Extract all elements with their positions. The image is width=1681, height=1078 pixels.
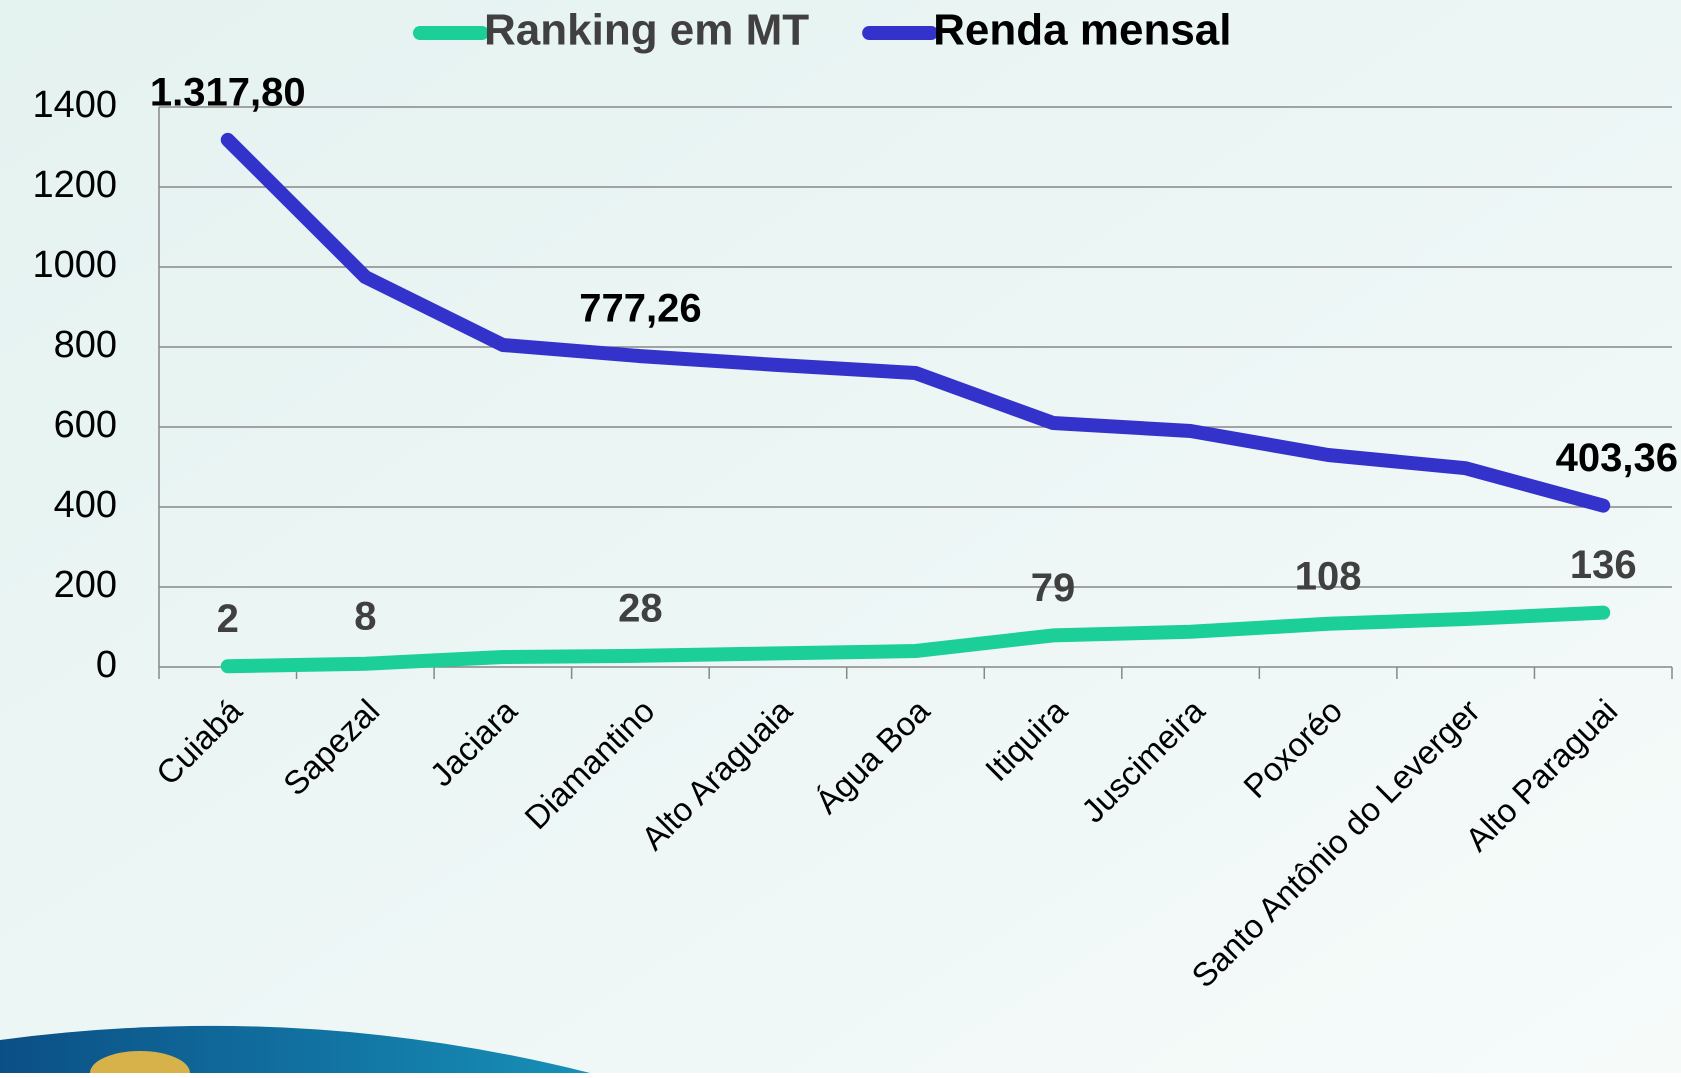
data-label: 403,36	[1556, 436, 1678, 480]
data-label: 1.317,80	[150, 70, 306, 114]
data-label: 8	[354, 594, 376, 638]
series-line	[220, 605, 1611, 674]
data-label: 777,26	[579, 287, 701, 331]
decoration	[90, 1051, 190, 1078]
y-tick-label: 200	[54, 564, 117, 606]
y-tick-label: 0	[96, 644, 117, 686]
y-tick-label: 600	[54, 404, 117, 446]
data-label: 108	[1295, 554, 1362, 598]
data-label: 136	[1570, 543, 1637, 587]
data-label: 2	[217, 597, 239, 641]
data-label: 28	[618, 586, 663, 630]
y-tick-label: 400	[54, 484, 117, 526]
legend-label: Renda mensal	[933, 6, 1231, 55]
y-tick-label: 1000	[32, 244, 117, 286]
legend-label: Ranking em MT	[484, 6, 809, 55]
y-tick-label: 1200	[32, 164, 117, 206]
series-line	[220, 132, 1611, 513]
y-tick-label: 800	[54, 324, 117, 366]
data-label: 79	[1031, 566, 1076, 610]
y-tick-label: 1400	[32, 84, 117, 126]
